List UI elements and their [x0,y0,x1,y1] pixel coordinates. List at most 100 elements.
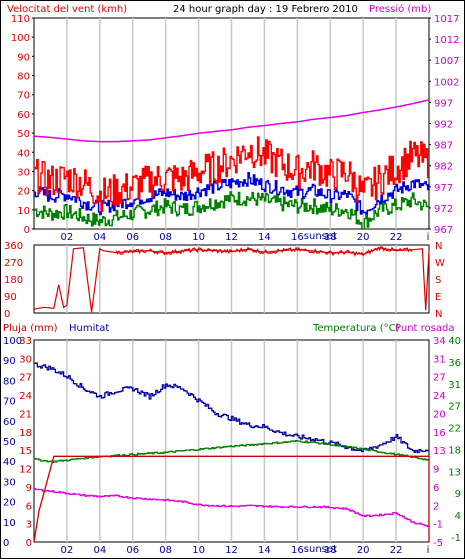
pressure-tick: 972 [434,204,453,215]
humidity-tick: 100 [3,336,22,347]
temperature-tick: 18 [448,445,461,456]
humidity-tick: 10 [3,518,16,529]
wind-minimum-line [34,191,430,230]
dewpoint-axis-label: Punt rosada [395,323,454,334]
humidity-tick: 50 [3,437,16,448]
dewpoint-tick: 24 [433,391,446,402]
compass-tick: N [435,309,442,320]
rain-tick: 27 [19,373,32,384]
compass-tick: N [435,241,442,252]
rain-tick: 33 [19,336,32,347]
wind-speed-tick: 110 [11,14,30,25]
dewpoint-tick: 20 [433,409,446,420]
direction-degree-tick: 180 [4,275,23,286]
rain-tick: 9 [26,483,32,494]
end-marker-label: i [427,232,430,243]
hour-label: 02 [61,545,74,556]
humidity-tick: 20 [3,498,16,509]
compass-tick: S [435,275,441,286]
wind-speed-tick: 50 [17,129,30,140]
pressure-tick: 977 [434,183,453,194]
hour-label: 16 [291,232,304,243]
pressure-tick: 1007 [434,56,459,67]
hour-label: 22 [390,232,403,243]
pressure-tick: 997 [434,98,453,109]
rain-tick: 18 [19,428,32,439]
hour-label: 12 [225,232,238,243]
rain-tick: 15 [19,446,32,457]
humidity-temperature-panel: 0102030405060708090100036912151821242730… [3,336,461,556]
humidity-tick: 80 [3,376,16,387]
humidity-tick: 40 [3,457,16,468]
rain-tick: 6 [26,501,32,512]
end-marker-label: i [427,545,430,556]
dewpoint-tick: 6 [433,483,439,494]
direction-degree-tick: 360 [4,241,23,252]
dewpoint-tick: 27 [433,373,446,384]
hour-label: 08 [159,232,172,243]
pressure-tick: 992 [434,120,453,131]
temperature-tick: 36 [448,358,461,369]
hour-label: 02 [61,232,74,243]
rain-tick: 0 [26,538,32,549]
wind-pressure-panel: 0 10 20 30 40 50 60 70 80 90 100 110 967 972 977 982 987… [11,14,460,243]
pressure-tick: 987 [434,141,453,152]
wind-speed-tick: 30 [17,167,30,178]
rain-tick: 12 [19,465,32,476]
wind-speed-tick: 80 [17,72,30,83]
direction-degree-tick: 90 [4,292,17,303]
wind-speed-tick: 0 [24,225,30,236]
rain-tick: 24 [19,391,32,402]
hour-label: 14 [258,232,271,243]
dewpoint-tick: -5 [433,538,443,549]
temperature-tick: 4 [455,511,461,522]
temperature-axis-label: Temperatura (°C) [312,323,400,334]
hour-label: 18 [324,232,337,243]
hour-label: 22 [390,545,403,556]
temperature-tick: 13 [448,467,461,478]
wind-speed-tick: 70 [17,91,30,102]
wind-average-line [34,172,430,216]
wind-speed-tick: 40 [17,148,30,159]
sunset-label: sunset [304,544,337,555]
humidity-tick: 30 [3,477,16,488]
dewpoint-line [34,488,430,527]
chart-title: 24 hour graph day : 19 Febrero 2010 [173,4,358,15]
humidity-tick: 60 [3,417,16,428]
sunset-label: sunset [304,231,337,242]
temperature-tick: 9 [455,489,461,500]
dewpoint-tick: -1 [433,520,443,531]
dewpoint-tick: 31 [433,354,446,365]
temperature-tick: 31 [448,380,461,391]
hour-label: 06 [126,232,139,243]
rain-axis-label: Pluja (mm) [3,323,58,334]
rain-tick: 3 [26,520,32,531]
compass-tick: E [435,292,441,303]
dewpoint-tick: 13 [433,446,446,457]
compass-tick: W [435,258,445,269]
humidity-axis-label: Humitat [69,323,109,334]
hour-label: 16 [291,545,304,556]
direction-degree-tick: 0 [4,309,10,320]
hour-label: 18 [324,545,337,556]
hour-label: 10 [192,232,205,243]
pressure-axis-label: Pressió (mb) [369,3,431,15]
hour-label: 04 [93,545,106,556]
pressure-tick: 1017 [434,14,459,25]
wind-axis-label: Velocitat del vent (kmh) [7,4,127,15]
hour-label: 10 [192,545,205,556]
temperature-tick: 40 [448,336,461,347]
rain-tick: 21 [19,409,32,420]
hour-label: 12 [225,545,238,556]
wind-speed-tick: 10 [17,206,30,217]
wind-speed-tick: 100 [11,33,30,44]
humidity-tick: 0 [3,538,9,549]
humidity-tick: 70 [3,397,16,408]
wind-speed-tick: 90 [17,52,30,63]
hour-label: 20 [357,545,370,556]
wind-speed-tick: 60 [17,110,30,121]
humidity-line [34,362,430,454]
rain-tick: 30 [19,354,32,365]
hour-label: 20 [357,232,370,243]
